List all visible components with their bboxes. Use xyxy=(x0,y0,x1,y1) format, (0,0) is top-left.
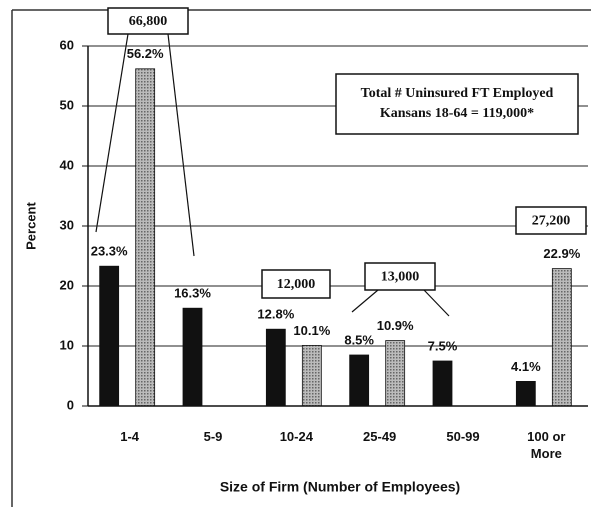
value-label: 7.5% xyxy=(428,338,458,353)
bar xyxy=(349,354,370,407)
annotation: 27,200 xyxy=(532,214,571,229)
annotation-box xyxy=(261,269,331,299)
value-label: 23.3% xyxy=(91,244,128,259)
bar xyxy=(432,360,453,407)
x-tick-label: 50-99 xyxy=(446,429,480,444)
value-label: 8.5% xyxy=(344,332,374,347)
x-tick-label-box: 100 or More xyxy=(527,429,566,461)
annotation: 12,000 xyxy=(277,277,316,292)
x-tick-label: 25-49 xyxy=(363,429,397,444)
y-axis-label: Percent xyxy=(23,201,38,249)
bar xyxy=(385,340,406,407)
x-tick-label: 5-9 xyxy=(203,429,223,444)
bar xyxy=(265,328,286,407)
y-tick-label: 50 xyxy=(60,97,74,112)
bar xyxy=(301,344,322,407)
x-tick-label-box: 50-99 xyxy=(446,429,480,444)
x-tick-label: 100 or More xyxy=(527,429,566,461)
x-tick-label-box: 1-4 xyxy=(120,429,140,444)
y-tick-label: 60 xyxy=(60,37,74,52)
x-tick-label-box: 5-9 xyxy=(203,429,223,444)
arrows xyxy=(95,24,450,317)
annotation-box xyxy=(515,206,587,235)
value-label: 10.1% xyxy=(293,323,330,338)
note: Kansans 18-64 = 119,000* xyxy=(380,106,534,121)
x-tick-label: 1-4 xyxy=(120,429,140,444)
value-label: 22.9% xyxy=(543,246,580,261)
value-label: 56.2% xyxy=(127,46,164,61)
bar xyxy=(135,68,156,407)
y-tick-label: 40 xyxy=(60,157,74,172)
x-tick-label-box: 25-49 xyxy=(363,429,397,444)
x-tick-label-box: 10-24 xyxy=(279,429,313,444)
y-tick-label: 20 xyxy=(60,277,74,292)
note: Total # Uninsured FT Employed xyxy=(361,86,554,101)
bar xyxy=(551,268,572,407)
value-label: 4.1% xyxy=(511,359,541,374)
value-label: 16.3% xyxy=(174,286,211,301)
y-tick-label: 0 xyxy=(67,397,74,412)
y-tick-label: 30 xyxy=(60,217,74,232)
x-axis-label: Size of Firm (Number of Employees) xyxy=(220,479,460,495)
bar xyxy=(182,307,203,407)
annotation: 13,000 xyxy=(381,270,420,285)
bar xyxy=(515,380,536,407)
value-label: 10.9% xyxy=(377,318,414,333)
bar xyxy=(99,265,120,407)
note-box xyxy=(335,73,579,135)
value-label: 12.8% xyxy=(257,307,294,322)
annotation: 66,800 xyxy=(129,14,168,29)
annotation-box xyxy=(364,262,436,291)
y-tick-label: 10 xyxy=(60,337,74,352)
annotation-box xyxy=(107,7,189,35)
x-tick-label: 10-24 xyxy=(279,429,313,444)
